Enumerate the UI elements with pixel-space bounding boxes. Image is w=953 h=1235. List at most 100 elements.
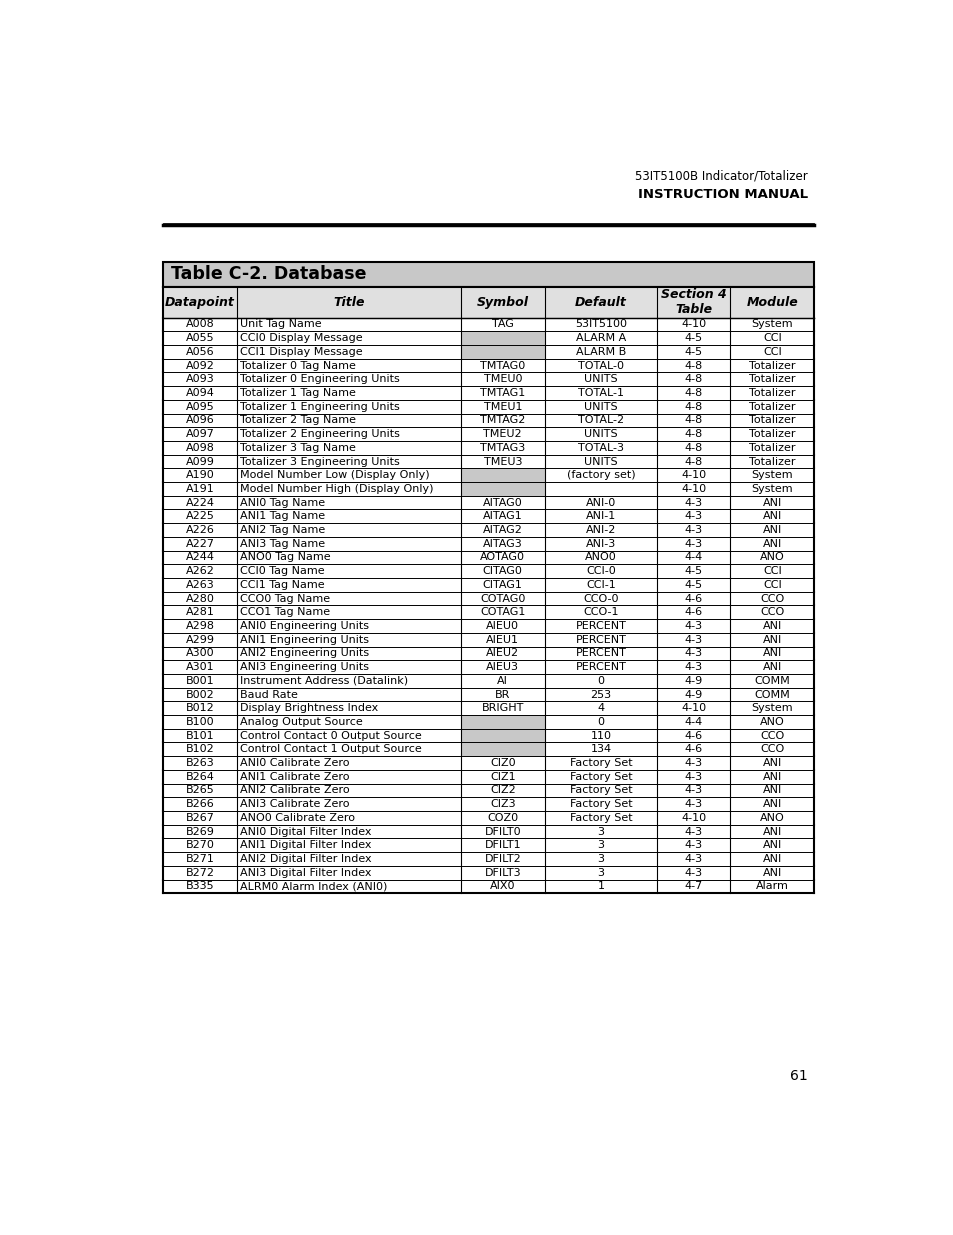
Bar: [163, 632, 814, 647]
Bar: [163, 578, 814, 592]
Text: UNITS: UNITS: [583, 401, 618, 411]
Text: ANI-3: ANI-3: [585, 538, 616, 548]
Text: 4-3: 4-3: [684, 525, 702, 535]
Text: ANI: ANI: [762, 648, 781, 658]
Bar: [163, 688, 814, 701]
Text: CCI1 Tag Name: CCI1 Tag Name: [239, 580, 324, 590]
Bar: [163, 866, 814, 879]
Text: 4-3: 4-3: [684, 498, 702, 508]
Text: A299: A299: [186, 635, 214, 645]
Text: AOTAG0: AOTAG0: [479, 552, 525, 562]
Text: TOTAL-1: TOTAL-1: [578, 388, 623, 398]
Text: ANI: ANI: [762, 758, 781, 768]
Text: PERCENT: PERCENT: [575, 635, 626, 645]
Text: B269: B269: [186, 826, 214, 836]
Text: Factory Set: Factory Set: [569, 785, 632, 795]
Text: ANO: ANO: [760, 718, 784, 727]
Text: 3: 3: [597, 840, 604, 850]
Text: A280: A280: [186, 594, 214, 604]
Text: ALARM A: ALARM A: [576, 333, 625, 343]
Text: Section 4
Table: Section 4 Table: [660, 288, 726, 316]
Text: TMTAG1: TMTAG1: [479, 388, 525, 398]
Text: ANI3 Tag Name: ANI3 Tag Name: [239, 538, 325, 548]
Text: B270: B270: [186, 840, 214, 850]
Text: 4-8: 4-8: [684, 361, 702, 370]
Text: ANI0 Calibrate Zero: ANI0 Calibrate Zero: [239, 758, 349, 768]
Text: ANI: ANI: [762, 498, 781, 508]
Text: 4-9: 4-9: [684, 676, 702, 685]
Text: CCI: CCI: [762, 333, 781, 343]
Text: B012: B012: [186, 703, 214, 714]
Text: ANI1 Engineering Units: ANI1 Engineering Units: [239, 635, 369, 645]
Text: 4-3: 4-3: [684, 772, 702, 782]
Text: Totalizer 2 Engineering Units: Totalizer 2 Engineering Units: [239, 429, 399, 440]
Text: B100: B100: [186, 718, 214, 727]
Text: B267: B267: [186, 813, 214, 823]
Bar: [163, 605, 814, 619]
Text: System: System: [751, 320, 793, 330]
Text: 1: 1: [597, 882, 604, 892]
Text: PERCENT: PERCENT: [575, 648, 626, 658]
Text: AI: AI: [497, 676, 508, 685]
Text: CCO1 Tag Name: CCO1 Tag Name: [239, 608, 330, 618]
Text: Totalizer: Totalizer: [748, 388, 795, 398]
Text: 4-10: 4-10: [680, 471, 705, 480]
Text: ANI0 Digital Filter Index: ANI0 Digital Filter Index: [239, 826, 371, 836]
Text: ANI2 Calibrate Zero: ANI2 Calibrate Zero: [239, 785, 349, 795]
Text: A227: A227: [186, 538, 214, 548]
Text: Totalizer 0 Engineering Units: Totalizer 0 Engineering Units: [239, 374, 399, 384]
Text: 4-6: 4-6: [684, 608, 702, 618]
Text: CCO: CCO: [760, 731, 783, 741]
Text: 4-5: 4-5: [684, 347, 702, 357]
Text: 4-3: 4-3: [684, 868, 702, 878]
Bar: [163, 427, 814, 441]
Text: ANO: ANO: [760, 813, 784, 823]
Text: AIEU3: AIEU3: [486, 662, 518, 672]
Text: PERCENT: PERCENT: [575, 662, 626, 672]
Text: INSTRUCTION MANUAL: INSTRUCTION MANUAL: [638, 188, 807, 200]
Text: Factory Set: Factory Set: [569, 813, 632, 823]
Text: ANI: ANI: [762, 635, 781, 645]
Text: 4-6: 4-6: [684, 745, 702, 755]
Text: ALRM0 Alarm Index (ANI0): ALRM0 Alarm Index (ANI0): [239, 882, 387, 892]
Text: 3: 3: [597, 826, 604, 836]
Bar: [163, 317, 814, 331]
Text: B271: B271: [186, 853, 214, 864]
Text: ANI3 Engineering Units: ANI3 Engineering Units: [239, 662, 369, 672]
Text: 4-10: 4-10: [680, 320, 705, 330]
Text: CCI0 Display Message: CCI0 Display Message: [239, 333, 362, 343]
Text: 4-3: 4-3: [684, 840, 702, 850]
Text: AIEU1: AIEU1: [486, 635, 518, 645]
Text: TMTAG0: TMTAG0: [479, 361, 525, 370]
Text: A224: A224: [186, 498, 214, 508]
Bar: [163, 468, 814, 482]
Text: (factory set): (factory set): [566, 471, 635, 480]
Text: ANI: ANI: [762, 511, 781, 521]
Text: DFILT0: DFILT0: [484, 826, 520, 836]
Text: ANI3 Digital Filter Index: ANI3 Digital Filter Index: [239, 868, 371, 878]
Text: Analog Output Source: Analog Output Source: [239, 718, 362, 727]
Text: 4-10: 4-10: [680, 813, 705, 823]
Text: Module: Module: [746, 295, 798, 309]
Text: TOTAL-3: TOTAL-3: [578, 443, 623, 453]
Text: ANI: ANI: [762, 785, 781, 795]
Text: TOTAL-2: TOTAL-2: [578, 415, 623, 425]
Text: TMTAG2: TMTAG2: [479, 415, 525, 425]
Text: Table C-2. Database: Table C-2. Database: [171, 266, 366, 284]
Text: 4-3: 4-3: [684, 799, 702, 809]
Text: B265: B265: [186, 785, 214, 795]
Text: A190: A190: [186, 471, 214, 480]
Text: ANI: ANI: [762, 868, 781, 878]
Text: Instrument Address (Datalink): Instrument Address (Datalink): [239, 676, 408, 685]
Text: CIZ2: CIZ2: [490, 785, 516, 795]
Text: AIX0: AIX0: [490, 882, 515, 892]
Bar: [163, 729, 814, 742]
Bar: [460, 345, 544, 358]
Text: 4-3: 4-3: [684, 635, 702, 645]
Bar: [163, 852, 814, 866]
Text: B266: B266: [186, 799, 214, 809]
Bar: [163, 756, 814, 769]
Text: 4-8: 4-8: [684, 401, 702, 411]
Text: A191: A191: [186, 484, 214, 494]
Text: COTAG0: COTAG0: [479, 594, 525, 604]
